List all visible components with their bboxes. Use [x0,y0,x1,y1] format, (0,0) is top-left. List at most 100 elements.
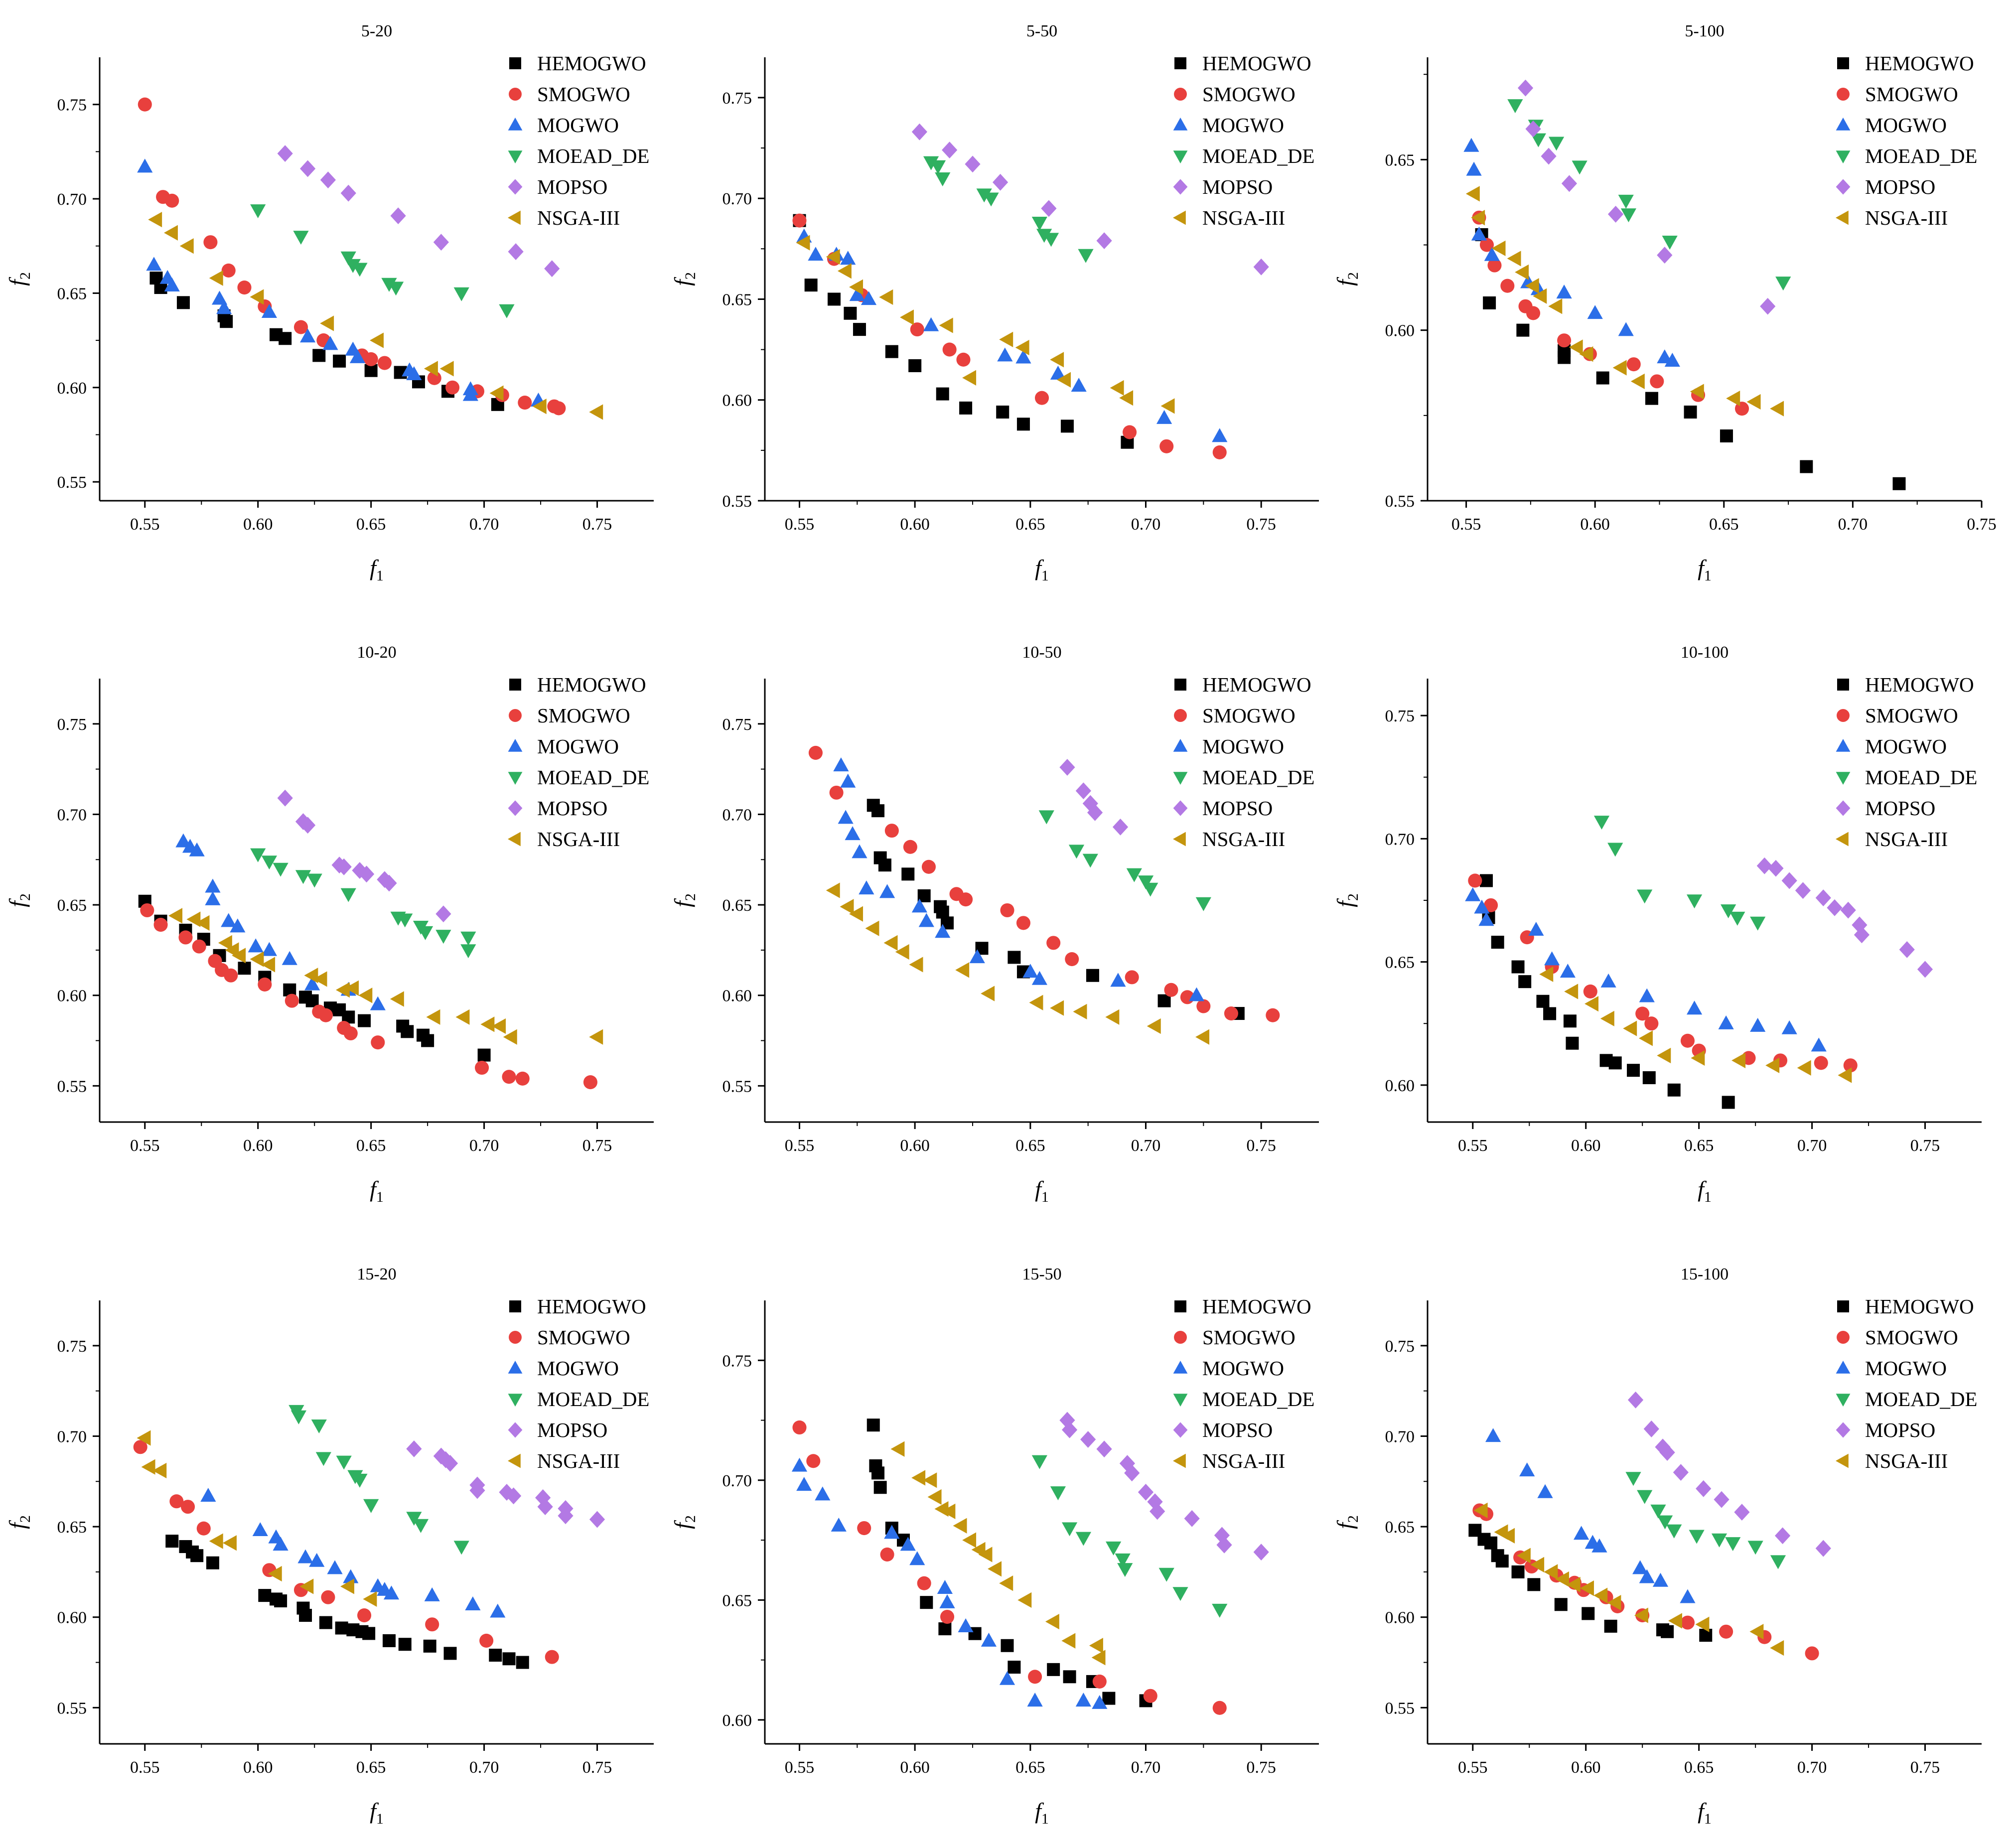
y-axis-label: f2 [4,272,33,286]
data-point [261,942,278,956]
legend-marker [508,150,523,163]
data-point [1686,1000,1703,1015]
x-tick-label: 0.60 [243,1758,273,1777]
data-point [1584,996,1599,1012]
data-point [1574,1526,1589,1540]
series-NSGA-III [1473,1502,1784,1656]
y-tick-label: 0.65 [57,284,87,303]
y-tick-label: 0.70 [722,1472,752,1490]
legend-label: NSGA-III [1202,206,1285,229]
data-point [958,1618,974,1632]
data-point [942,142,958,158]
legend: HEMOGWO SMOGWO MOGWO MOEAD_DE MOPSO NSGA-III [508,673,649,851]
data-point [277,145,293,162]
data-point [1034,391,1049,405]
series-MOPSO [1517,79,1776,315]
data-point [1059,759,1075,776]
legend-label: SMOGWO [1202,83,1296,106]
y-tick-label: 0.60 [722,392,752,410]
data-point [831,1517,847,1532]
y-tick-label: 0.60 [1385,322,1415,340]
data-point [1047,1663,1060,1676]
data-point [1143,882,1158,897]
data-point [901,867,915,881]
series-NSGA-III [1539,966,1852,1083]
data-point [1569,339,1583,355]
legend-label: NSGA-III [537,206,620,229]
data-point [939,317,953,333]
legend-marker [1836,800,1851,816]
data-point [1721,904,1736,919]
data-point [398,1638,412,1651]
x-tick-label: 0.65 [1709,515,1739,534]
legend-label: NSGA-III [1865,206,1948,229]
data-point [358,1014,371,1027]
legend-label: MOEAD_DE [1865,766,1977,789]
y-tick-label: 0.65 [722,290,752,309]
data-point [1664,353,1680,367]
data-point [1618,194,1634,209]
data-point [935,924,951,938]
y-axis-label: f2 [670,1515,699,1529]
data-point [377,356,392,370]
data-point [1075,782,1091,800]
data-point [200,1488,216,1502]
data-point [304,976,320,991]
data-point [1770,1640,1784,1656]
legend-marker [1836,772,1851,785]
data-point [911,898,928,913]
data-point [1714,1491,1729,1508]
data-point [959,892,973,907]
data-point [1579,346,1593,362]
x-tick-label: 0.75 [1246,1136,1276,1155]
data-point [1593,816,1610,830]
y-tick-label: 0.60 [57,987,87,1005]
data-point [1843,1058,1858,1073]
legend-marker [1837,88,1850,101]
data-point [999,1575,1013,1591]
data-point [1071,378,1087,392]
data-point [826,249,840,265]
data-point [1216,1536,1232,1554]
series-MOEAD_DE [1625,1472,1786,1569]
data-point [1031,1455,1047,1469]
data-point [1800,460,1813,473]
data-point [1630,373,1645,389]
legend-label: MOEAD_DE [1202,766,1314,789]
data-point [1527,1578,1541,1591]
data-point [435,930,451,944]
y-tick-label: 0.55 [57,473,87,492]
y-tick-label: 0.70 [57,190,87,209]
data-point [1050,1486,1066,1501]
data-point [1016,916,1030,930]
data-point [1639,1030,1653,1046]
data-point [313,971,327,987]
data-point [936,905,949,919]
data-point [1519,1462,1535,1477]
data-point [544,260,560,278]
x-tick-label: 0.65 [1684,1136,1714,1155]
y-tick-label: 0.55 [1385,492,1415,511]
data-point [1652,1572,1669,1587]
x-tick-label: 0.55 [130,515,160,534]
y-tick-label: 0.70 [1385,1427,1415,1446]
data-point [1212,1701,1227,1715]
data-point [499,304,515,318]
x-axis-label: f1 [1698,1798,1712,1827]
data-point [205,891,221,905]
data-point [1582,1607,1595,1620]
x-axis-label: f1 [1698,1176,1712,1205]
data-point [1718,1015,1734,1029]
data-point [1854,926,1870,944]
legend-label: NSGA-III [1865,1449,1948,1472]
series-MOPSO [1059,759,1129,836]
data-point [340,1578,354,1594]
series-HEMOGWO [1468,1524,1713,1642]
data-point [1138,875,1154,890]
x-axis-label: f1 [370,555,384,584]
data-point [1466,161,1482,176]
data-point [406,366,422,380]
data-point [503,1029,517,1045]
legend-marker [1173,118,1188,131]
data-point [1087,804,1103,821]
